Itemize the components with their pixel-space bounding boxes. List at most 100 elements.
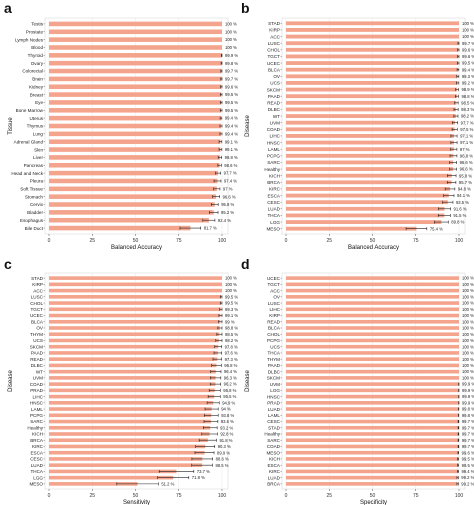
bar — [49, 450, 205, 455]
data-label: 99.7 % — [462, 419, 474, 424]
bar — [49, 425, 211, 430]
x-axis-label: Sensitivity — [123, 500, 150, 505]
bar — [286, 173, 452, 178]
y-tick-label: Head and Neck — [11, 171, 43, 176]
bar — [49, 53, 222, 58]
panel-letter: b — [241, 0, 250, 16]
bar — [49, 319, 221, 324]
y-tick-label: LIHC — [270, 307, 281, 312]
y-tick-label: UVM — [270, 382, 280, 387]
data-label: 99.7 % — [462, 41, 474, 46]
chart-panel-a: 0 25 50 75 100 Testis 100 % Prostate 100 % Lymph … — [8, 17, 238, 251]
y-tick-label: Stomach — [25, 194, 44, 199]
data-label: 96.3 % — [224, 375, 237, 380]
data-label: 100 % — [462, 294, 474, 299]
bar — [49, 84, 222, 90]
data-label: 96.8 % — [224, 363, 237, 368]
y-tick-label: ACC — [33, 288, 43, 293]
bar — [286, 276, 459, 280]
y-tick-label: CHOL — [267, 48, 280, 53]
bar — [286, 134, 454, 138]
y-tick-label: PAAD — [268, 94, 281, 99]
data-label: 99.6 % — [462, 54, 474, 59]
bar — [286, 475, 458, 480]
data-label: 89.8 % — [451, 220, 464, 225]
y-tick-label: HNSC — [30, 401, 44, 406]
bar — [286, 363, 459, 368]
y-tick-label: LUSC — [31, 295, 44, 300]
x-tick-label: 50 — [133, 493, 139, 499]
plot-area — [44, 272, 229, 490]
panel-letter: c — [4, 256, 12, 272]
bar — [49, 45, 222, 50]
y-tick-label: LAML — [268, 147, 280, 152]
data-label: 96.4 % — [224, 369, 237, 374]
bar — [49, 419, 211, 424]
data-label: 88.5 % — [215, 463, 228, 468]
bar — [49, 162, 220, 168]
bar — [286, 319, 459, 324]
y-tick-label: Pancreas — [24, 163, 44, 168]
data-label: 98.9 % — [461, 87, 474, 92]
data-label: 99.7 % — [462, 438, 474, 443]
bar — [286, 288, 459, 293]
y-tick-label: CHOL — [267, 332, 280, 337]
data-label: 95.5 % — [223, 394, 236, 399]
data-label: 51.2 % — [161, 481, 174, 486]
y-tick-label: KICH — [269, 173, 280, 178]
data-label: 99.4 % — [225, 116, 238, 121]
y-tick-label: UCEC — [30, 313, 44, 318]
y-tick-label: SARC — [267, 160, 280, 165]
bar — [49, 407, 212, 411]
bar — [286, 21, 459, 26]
bar — [286, 394, 459, 399]
bar — [286, 432, 459, 436]
y-tick-label: KIRP — [32, 282, 43, 287]
bar — [286, 193, 449, 198]
bar — [49, 276, 222, 280]
data-label: 99.1 % — [225, 313, 238, 318]
y-tick-label: OV — [36, 326, 44, 331]
y-tick-label: KIRP — [269, 313, 280, 318]
data-label: 99.7 % — [462, 444, 474, 449]
bar — [286, 127, 455, 132]
y-tick-label: ESCA — [30, 450, 43, 455]
bar — [286, 326, 459, 330]
data-label: 99.9 % — [462, 400, 474, 405]
y-tick-label: UVM — [270, 120, 280, 125]
data-label: 99.7 % — [225, 69, 238, 74]
plot-area — [281, 272, 466, 490]
data-label: 99.9 % — [462, 394, 474, 399]
bar — [49, 186, 217, 192]
y-tick-label: KIRC — [32, 444, 44, 449]
bar — [286, 167, 454, 171]
data-label: 92.4 % — [218, 218, 231, 223]
y-tick-label: LIHC — [270, 134, 281, 139]
y-tick-label: Adrenal Gland — [14, 139, 44, 144]
data-label: 99.2 % — [461, 481, 474, 486]
bar — [286, 34, 459, 39]
data-label: 97.6 % — [225, 351, 238, 356]
y-tick-label: KICH — [269, 457, 280, 462]
y-tick-label: PCPG — [30, 413, 43, 418]
bar — [286, 463, 459, 467]
data-label: 100 % — [225, 282, 237, 287]
y-tick-label: MESO — [266, 450, 280, 455]
bar — [286, 107, 457, 112]
bar — [49, 475, 174, 480]
y-tick-label: SKCM — [267, 376, 280, 381]
data-label: 98.3 % — [461, 107, 474, 112]
y-tick-label: BRCA — [30, 438, 44, 443]
bar — [49, 29, 222, 35]
bar — [49, 139, 221, 144]
data-label: 100 % — [462, 351, 474, 356]
y-tick-label: CESC — [30, 457, 43, 462]
x-tick-label: 100 — [455, 493, 464, 499]
data-label: 99.7 % — [225, 76, 238, 81]
data-label: 93.5 % — [456, 200, 469, 205]
y-tick-label: PCPG — [267, 154, 280, 159]
data-label: 99.4 % — [225, 131, 238, 136]
bar — [286, 187, 451, 191]
data-label: 97 % — [460, 147, 470, 152]
data-label: 97.8 % — [225, 344, 238, 349]
